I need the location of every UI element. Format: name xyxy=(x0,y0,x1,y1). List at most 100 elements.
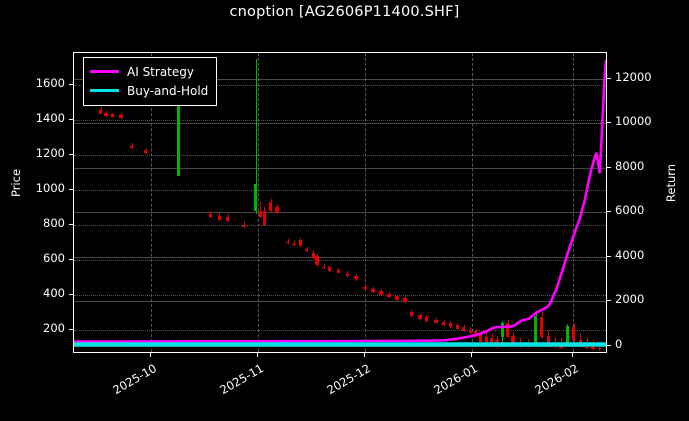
candle-body xyxy=(327,267,331,272)
y-axis-left-tick xyxy=(69,83,73,85)
candle-body xyxy=(424,317,429,321)
candle-body xyxy=(500,322,504,338)
candle-body xyxy=(409,312,414,317)
y-axis-left-tick xyxy=(69,223,73,225)
series-line-ai-strategy xyxy=(74,59,606,343)
x-axis-label: 2025-11 xyxy=(217,361,267,398)
candle-body xyxy=(104,112,108,116)
y-axis-left-label: 1200 xyxy=(35,145,65,160)
candle-body xyxy=(217,215,221,220)
y-axis-left-label: 400 xyxy=(43,285,65,300)
candle-body xyxy=(511,335,515,344)
candle-body xyxy=(591,347,595,350)
candle-body xyxy=(262,210,266,225)
candlestick-layer xyxy=(74,53,606,352)
gridline-vertical xyxy=(258,53,260,352)
chart-legend: AI Strategy Buy-and-Hold xyxy=(83,57,218,106)
gridline-horizontal xyxy=(74,123,606,125)
y-axis-right-label: 6000 xyxy=(615,203,645,218)
candle-body xyxy=(226,216,230,221)
legend-item-buy-and-hold[interactable]: Buy-and-Hold xyxy=(90,81,208,100)
gridline-horizontal-dotted xyxy=(74,224,606,226)
candle-body xyxy=(253,184,258,211)
gridline-horizontal xyxy=(74,167,606,169)
y-axis-right-tick xyxy=(607,255,611,257)
candle-body xyxy=(363,286,367,290)
y-axis-right-label: 4000 xyxy=(615,247,645,262)
y-axis-right-label: 0 xyxy=(615,336,623,351)
candle-body xyxy=(286,242,290,244)
candle-body xyxy=(143,150,148,153)
gridline-horizontal-dotted xyxy=(74,294,606,296)
candle-wick xyxy=(260,201,262,219)
candle-body xyxy=(395,296,399,301)
candle-body xyxy=(572,326,576,341)
y-axis-right-tick xyxy=(607,122,611,124)
x-axis-tick xyxy=(572,353,574,357)
candle-wick xyxy=(287,238,289,244)
candle-body xyxy=(489,338,494,346)
candle-body xyxy=(597,347,602,350)
y-axis-left-tick xyxy=(69,328,73,330)
candle-body xyxy=(441,321,446,325)
legend-swatch-icon xyxy=(90,89,119,92)
gridline-vertical xyxy=(471,53,473,352)
candle-body xyxy=(336,270,340,273)
candle-body xyxy=(242,224,246,227)
y-axis-left-label: 200 xyxy=(43,320,65,335)
candle-wick xyxy=(294,241,295,246)
legend-swatch-icon xyxy=(90,70,119,73)
series-layer xyxy=(74,59,606,347)
candle-body xyxy=(298,240,302,247)
y-axis-right-title: Return xyxy=(664,163,679,203)
candle-body xyxy=(506,323,510,337)
candle-body xyxy=(322,266,326,269)
candle-body xyxy=(418,314,422,319)
candle-body xyxy=(455,325,459,329)
gridline-vertical xyxy=(365,53,367,352)
candle-body xyxy=(434,319,438,323)
candle-body xyxy=(315,256,319,266)
legend-label: AI Strategy xyxy=(127,64,194,79)
gridline-horizontal-dotted xyxy=(74,154,606,156)
gridline-vertical xyxy=(573,53,575,352)
candle-body xyxy=(130,145,134,148)
x-axis-label: 2026-02 xyxy=(532,361,582,398)
y-axis-left-label: 800 xyxy=(43,215,65,230)
x-axis-tick xyxy=(364,353,366,357)
candle-body xyxy=(354,276,358,280)
gridline-horizontal xyxy=(74,212,606,214)
candle-body xyxy=(479,333,483,343)
gridline-horizontal-dotted xyxy=(74,189,606,191)
gridline-horizontal-dotted xyxy=(74,259,606,261)
candle-body xyxy=(311,252,315,259)
candle-body xyxy=(448,323,453,327)
y-axis-left-label: 1000 xyxy=(35,180,65,195)
y-axis-left-label: 1600 xyxy=(35,75,65,90)
chart-title: cnoption [AG2606P11400.SHF] xyxy=(229,4,460,20)
y-axis-right-label: 12000 xyxy=(615,69,652,84)
gridline-horizontal xyxy=(74,301,606,303)
candle-body xyxy=(268,201,273,211)
legend-item-ai-strategy[interactable]: AI Strategy xyxy=(90,62,208,81)
candle-body xyxy=(484,336,488,345)
candle-body xyxy=(177,60,181,176)
candle-body xyxy=(546,335,550,345)
gridline-horizontal-dotted xyxy=(74,329,606,331)
candle-body xyxy=(540,317,544,337)
candle-body xyxy=(110,114,115,117)
candle-body xyxy=(565,326,569,343)
candle-body xyxy=(345,273,349,276)
y-axis-left-tick xyxy=(69,258,73,260)
gridline-horizontal-dotted xyxy=(74,84,606,86)
candle-body xyxy=(99,109,103,115)
candle-body xyxy=(468,329,472,334)
candle-body xyxy=(379,291,383,295)
candle-body xyxy=(403,298,407,303)
candle-body xyxy=(292,243,296,245)
gridline-vertical xyxy=(151,53,153,352)
y-axis-left-tick xyxy=(69,293,73,295)
candle-body xyxy=(305,249,309,252)
y-axis-left-tick xyxy=(69,118,73,120)
candle-body xyxy=(534,315,538,342)
